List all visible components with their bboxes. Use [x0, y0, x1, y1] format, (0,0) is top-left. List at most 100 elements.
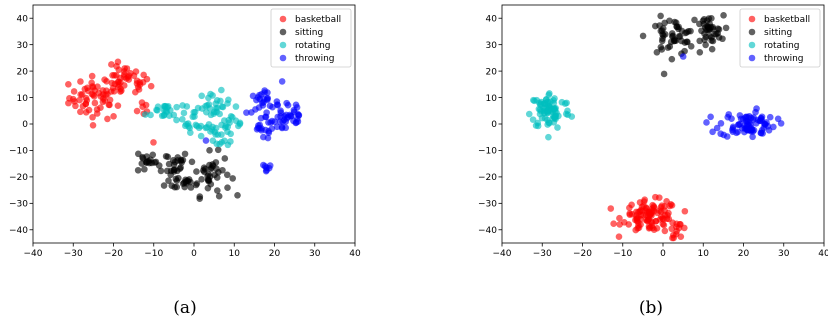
point-throwing [709, 128, 716, 136]
point-throwing [728, 115, 735, 122]
point-sitting [702, 41, 709, 49]
point-throwing [253, 125, 261, 133]
point-throwing [713, 124, 721, 132]
point-basketball [97, 104, 104, 111]
y-tick-label: 30 [486, 41, 498, 51]
legend-label-throwing: throwing [295, 54, 335, 64]
point-throwing [735, 121, 742, 128]
x-tick-label: 40 [818, 249, 828, 259]
point-basketball [115, 81, 122, 88]
point-rotating [216, 110, 223, 118]
point-rotating [225, 96, 232, 104]
point-rotating [218, 103, 226, 110]
point-throwing [265, 127, 272, 135]
point-rotating [213, 140, 220, 148]
point-basketball [673, 223, 680, 231]
chart-panel-2: −40 −30 −20 −10 0 10 20 30 40 −40 −30 −20 −10 0 10 20 30… [478, 4, 828, 318]
point-rotating [147, 111, 154, 119]
point-sitting [187, 184, 195, 191]
point-throwing [770, 123, 777, 131]
point-rotating [545, 119, 553, 126]
point-rotating [537, 100, 545, 108]
x-tick-label: −20 [104, 249, 123, 259]
point-basketball [628, 210, 636, 218]
point-sitting [198, 176, 205, 183]
point-basketball [661, 227, 669, 235]
point-rotating [542, 96, 550, 103]
point-basketball [147, 82, 155, 90]
legend-label-basketball: basketball [295, 15, 341, 25]
point-sitting [229, 175, 237, 182]
point-basketball [670, 231, 677, 239]
point-basketball [616, 214, 623, 222]
point-rotating [536, 110, 544, 118]
point-basketball [88, 90, 96, 98]
point-rotating [154, 107, 161, 114]
point-basketball [655, 194, 663, 201]
point-rotating [210, 110, 218, 117]
x-tick-label: 20 [269, 249, 281, 259]
point-rotating [232, 103, 240, 110]
y-tick-label: −10 [478, 147, 497, 157]
legend-marker-throwing [279, 54, 287, 62]
point-sitting [653, 48, 661, 56]
point-sitting [134, 166, 142, 174]
point-sitting [691, 16, 698, 24]
point-rotating [218, 139, 226, 146]
point-sitting [708, 15, 715, 22]
point-throwing [758, 113, 766, 121]
point-basketball [642, 207, 650, 214]
y-tick-label: −30 [9, 200, 28, 210]
point-rotating [212, 104, 220, 112]
point-rotating [227, 113, 235, 120]
y-tick-label: 40 [17, 14, 29, 24]
x-tick-label: −30 [64, 249, 83, 259]
y-tick-label: 30 [17, 41, 29, 51]
point-throwing [293, 119, 300, 126]
point-sitting [656, 22, 663, 29]
x-tick-label: 0 [191, 249, 197, 259]
y-tick-label: −20 [478, 173, 497, 183]
point-sitting [660, 70, 668, 78]
point-sitting [157, 167, 165, 175]
point-basketball [607, 205, 615, 212]
point-rotating [212, 124, 220, 132]
point-basketball [649, 201, 656, 209]
point-throwing [294, 110, 302, 118]
point-throwing [264, 134, 272, 142]
point-rotating [185, 123, 193, 130]
point-sitting [143, 153, 151, 160]
point-throwing [283, 99, 290, 107]
x-tick-label: 20 [738, 249, 750, 259]
x-tick-label: −10 [144, 249, 163, 259]
point-sitting [214, 146, 222, 154]
point-throwing [746, 126, 754, 134]
point-basketball [88, 72, 96, 80]
point-sitting [224, 184, 231, 192]
point-sitting [668, 30, 676, 37]
point-sitting [165, 177, 172, 184]
point-rotating [198, 92, 206, 100]
point-sitting [719, 35, 726, 43]
point-sitting [687, 27, 694, 35]
point-basketball [77, 108, 84, 116]
point-throwing [707, 113, 714, 121]
point-basketball [620, 219, 628, 226]
point-rotating [214, 131, 222, 138]
point-sitting [164, 153, 172, 161]
point-throwing [202, 137, 210, 144]
y-tick-label: 20 [17, 67, 29, 77]
y-tick-label: −20 [9, 173, 28, 183]
point-rotating [194, 104, 202, 112]
point-sitting [708, 45, 716, 53]
legend-marker-sitting [748, 28, 756, 36]
point-basketball [108, 61, 115, 68]
point-throwing [739, 116, 747, 123]
scatter-points [525, 12, 785, 242]
point-basketball [644, 217, 651, 224]
point-basketball [140, 71, 147, 79]
point-sitting [209, 162, 217, 170]
point-sitting [196, 195, 203, 202]
point-sitting [681, 29, 689, 37]
point-basketball [105, 101, 113, 109]
